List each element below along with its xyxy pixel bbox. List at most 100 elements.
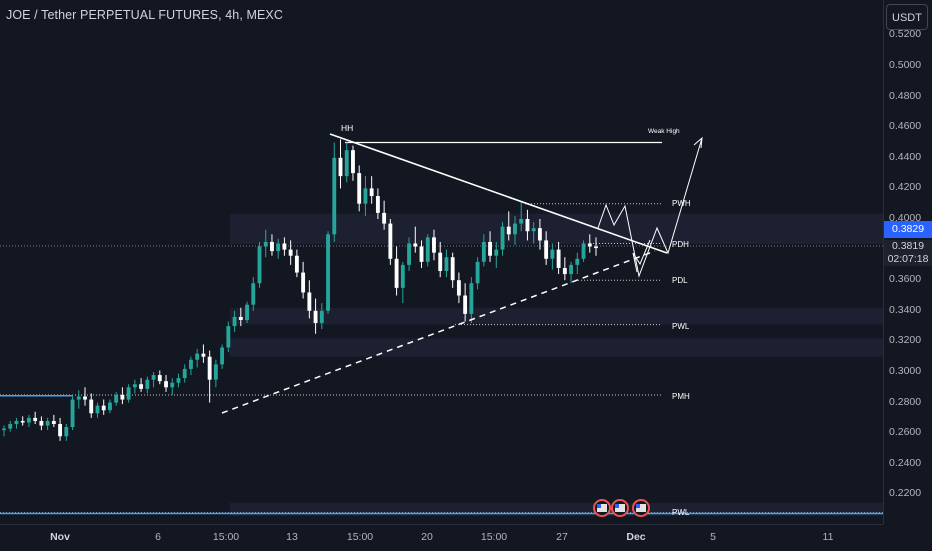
candle-body [201,353,206,357]
event-markers[interactable] [593,499,650,517]
us-flag-event-icon [636,504,640,508]
candle-body [170,382,175,388]
candle-body [556,249,561,268]
candle-body [164,381,168,388]
candle-body [39,420,44,426]
level-labels: HH Weak High PWH PDH PDL PWL PMH PWL [341,123,691,517]
candle-body [438,252,443,272]
candle-body [151,375,156,380]
candle-body [20,420,25,423]
candle-body [139,384,144,389]
price-tick: 0.2600 [889,426,922,439]
candle-body [238,316,243,320]
time-tick: Dec [626,531,646,543]
level-label: PMH [672,392,690,401]
time-tick: Nov [50,531,70,543]
currency-button[interactable]: USDT [886,4,928,30]
price-tick: 0.2800 [889,395,922,408]
crosshair-price-tag: 0.3819 02:07:18 [884,240,932,266]
time-tick: 27 [556,531,568,543]
candle-body [83,396,87,400]
candle-body [263,241,268,247]
candle-body [519,219,524,224]
symbol-title[interactable]: JOE / Tether PERPETUAL FUTURES, 4h, MEXC [6,8,283,22]
price-axis[interactable]: 0.5200 0.5000 0.4800 0.4600 0.4400 0.4200 0.40… [883,0,932,524]
time-tick: 5 [710,531,716,543]
candle-body [413,243,418,247]
time-tick: 13 [286,531,298,543]
candle-body [95,405,100,414]
candle-body [400,264,405,288]
candle-body [351,150,355,174]
candle-body [444,257,449,272]
time-axis[interactable]: Nov 6 15:00 13 15:00 20 15:00 27 Dec 5 11 [0,524,883,551]
candle-body [157,375,162,382]
candle-body [276,243,281,252]
candle-body [488,241,492,256]
candle-body [70,399,75,428]
us-flag-event-icon [615,504,619,508]
candle-body [581,243,586,259]
candle-body [469,283,474,314]
candle-body [307,292,312,311]
candle-body [108,402,112,411]
candle-body [550,249,555,259]
level-zone [230,338,883,357]
candle-body [64,427,69,437]
projected-path [597,137,703,278]
us-flag-event-icon [615,504,625,512]
price-tick: 0.3200 [889,334,922,347]
candle-body [226,326,231,348]
candle-body [338,157,343,177]
candle-body [120,394,125,400]
candle-body [419,246,424,262]
candle-body [220,347,225,365]
candle-body [544,240,549,259]
us-flag-event-icon [636,504,646,512]
price-tick: 0.3400 [889,303,922,316]
candle-body [594,246,598,249]
candle-body [326,234,330,311]
candle-body [432,237,436,253]
candle-body [456,280,461,296]
candle-body [357,173,362,204]
level-label: Weak High [648,128,680,135]
candle-body [407,243,411,265]
candle-body [562,267,567,275]
candle-body [394,258,399,288]
candle-body [332,157,337,235]
us-flag-event-icon [597,504,607,512]
candle-body [89,399,94,414]
level-lines [0,141,883,515]
us-flag-event-icon [597,504,601,508]
candle-body [388,223,393,259]
candle-body [363,188,368,204]
candle-body [344,150,349,177]
price-tick: 0.4600 [889,120,922,133]
time-tick: 15:00 [346,531,374,543]
candle-body [513,223,517,235]
candle-body [481,241,486,262]
level-label: PWH [672,199,691,208]
candle-body [58,424,63,437]
candle-body [45,420,50,426]
candle-body [537,228,542,241]
price-tick: 0.4800 [889,89,922,102]
candle-body [76,396,81,400]
candle-body [500,226,505,250]
price-tick: 0.3600 [889,273,922,286]
candle-body [26,417,31,423]
arrow-head [693,136,703,149]
price-chart[interactable]: HH Weak High PWH PDH PDL PWL PMH PWL [0,0,883,524]
price-tick: 0.5200 [889,28,922,41]
price-tick: 0.2200 [889,487,922,500]
candle-body [2,428,6,431]
price-tick: 0.3000 [889,365,922,377]
candle-body [531,228,536,232]
level-label: PWL [672,508,690,517]
candle-body [450,257,455,281]
candle-body [232,316,237,327]
candle-body [369,188,374,197]
level-label: HH [341,123,353,133]
candle-body [251,283,256,305]
